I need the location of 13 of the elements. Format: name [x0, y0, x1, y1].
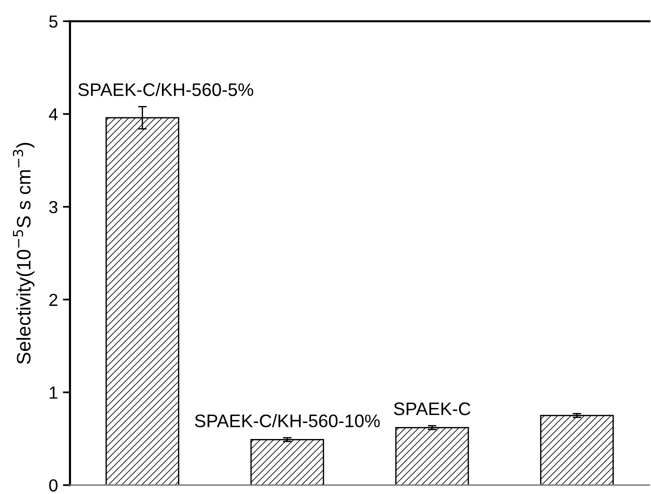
bar — [540, 414, 614, 486]
bar — [395, 426, 469, 486]
x-tick-label: SPAEK-C/KH-560-10% — [194, 414, 380, 428]
y-tick-label: 1 — [50, 386, 58, 399]
y-tick-label: 5 — [49, 16, 58, 28]
y-tick-label: 4 — [48, 108, 58, 120]
y-tick-label: 2 — [49, 294, 58, 306]
y-tick-label: 0 — [49, 479, 58, 492]
y-axis-title: Selectivity(10$^{−5}$S s cm$^{−3}$) — [12, 142, 34, 364]
x-tick-label: SPAEK-C/KH-560-5% — [78, 82, 254, 96]
x-tick-label: SPAEK-C — [394, 402, 470, 416]
y-tick-label: 3 — [49, 200, 58, 214]
bar — [250, 439, 324, 486]
